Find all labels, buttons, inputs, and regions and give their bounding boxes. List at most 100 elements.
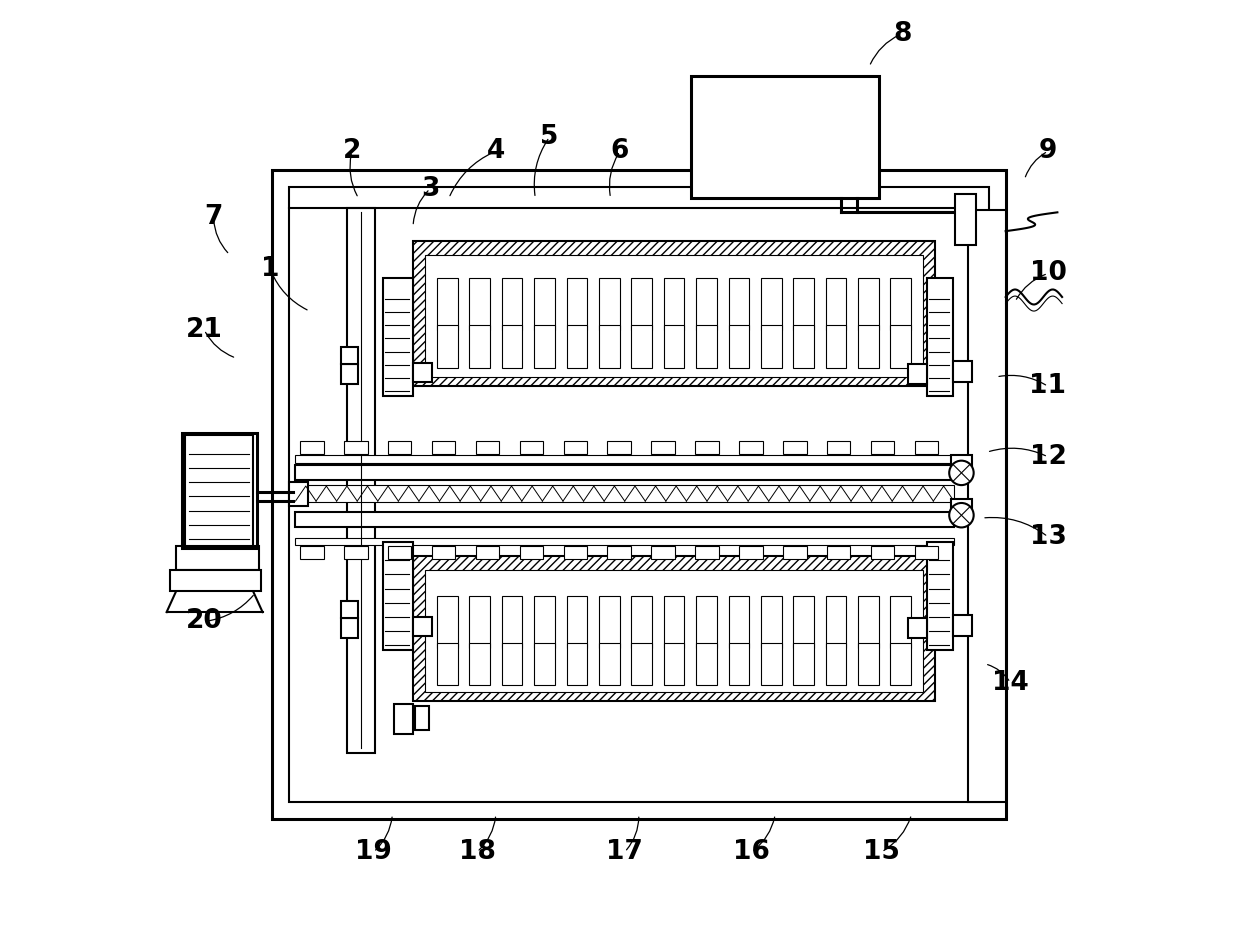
Bar bbox=[599, 278, 620, 330]
Bar bbox=[476, 546, 500, 560]
Bar bbox=[729, 325, 749, 367]
Bar bbox=[289, 482, 308, 506]
Bar bbox=[794, 596, 813, 648]
Bar bbox=[608, 546, 631, 560]
Bar bbox=[663, 325, 684, 367]
Bar bbox=[826, 325, 847, 367]
Bar bbox=[926, 542, 954, 650]
Bar bbox=[436, 278, 458, 330]
Bar bbox=[502, 325, 522, 367]
Bar bbox=[954, 361, 972, 382]
Bar bbox=[186, 435, 253, 546]
Bar bbox=[890, 278, 911, 330]
Bar bbox=[436, 596, 458, 648]
Bar bbox=[651, 546, 675, 560]
Bar bbox=[343, 546, 367, 560]
Bar bbox=[341, 618, 357, 639]
Bar bbox=[691, 76, 879, 198]
Bar bbox=[295, 455, 954, 463]
Bar bbox=[502, 643, 522, 686]
Bar bbox=[436, 325, 458, 367]
Bar bbox=[826, 596, 847, 648]
Bar bbox=[696, 325, 717, 367]
Bar bbox=[413, 556, 935, 702]
Bar bbox=[915, 441, 939, 454]
Text: 8: 8 bbox=[893, 21, 911, 46]
Text: 7: 7 bbox=[205, 204, 223, 230]
Bar bbox=[954, 615, 972, 636]
Bar bbox=[599, 325, 620, 367]
Bar bbox=[170, 570, 260, 592]
Bar bbox=[520, 441, 543, 454]
Bar bbox=[470, 596, 490, 648]
Bar bbox=[534, 278, 554, 330]
Bar bbox=[289, 187, 988, 802]
Circle shape bbox=[949, 461, 973, 485]
Bar bbox=[295, 538, 954, 545]
Bar bbox=[761, 643, 781, 686]
Text: 6: 6 bbox=[611, 138, 629, 164]
Bar bbox=[761, 278, 781, 330]
Bar bbox=[470, 325, 490, 367]
Text: 18: 18 bbox=[459, 839, 496, 865]
Bar bbox=[794, 278, 813, 330]
Bar bbox=[915, 546, 939, 560]
Bar bbox=[826, 278, 847, 330]
Bar bbox=[413, 617, 432, 636]
Bar bbox=[739, 546, 763, 560]
Text: 15: 15 bbox=[863, 839, 900, 865]
Bar bbox=[782, 441, 806, 454]
Bar bbox=[696, 278, 717, 330]
Bar bbox=[827, 441, 851, 454]
Bar bbox=[388, 441, 412, 454]
Bar bbox=[827, 546, 851, 560]
Bar bbox=[341, 364, 357, 384]
Text: 2: 2 bbox=[342, 138, 361, 164]
Bar bbox=[343, 441, 367, 454]
Bar bbox=[739, 441, 763, 454]
Bar bbox=[908, 364, 926, 384]
Bar bbox=[295, 465, 954, 480]
Bar bbox=[432, 546, 455, 560]
Bar bbox=[696, 643, 717, 686]
Bar bbox=[176, 546, 259, 570]
Bar bbox=[341, 601, 357, 618]
Bar bbox=[520, 546, 543, 560]
Bar bbox=[599, 643, 620, 686]
Bar bbox=[567, 643, 588, 686]
Bar bbox=[567, 596, 588, 648]
Bar bbox=[794, 643, 813, 686]
Bar bbox=[599, 596, 620, 648]
Bar bbox=[631, 325, 652, 367]
Text: 5: 5 bbox=[541, 124, 559, 150]
Bar bbox=[729, 278, 749, 330]
Bar bbox=[890, 596, 911, 648]
Bar bbox=[567, 325, 588, 367]
Bar bbox=[425, 254, 923, 377]
Bar bbox=[534, 325, 554, 367]
Bar bbox=[858, 325, 879, 367]
Bar bbox=[383, 278, 413, 396]
Bar bbox=[470, 643, 490, 686]
Bar bbox=[858, 643, 879, 686]
Text: 13: 13 bbox=[1029, 524, 1066, 550]
Bar bbox=[890, 643, 911, 686]
Bar bbox=[826, 643, 847, 686]
Bar bbox=[631, 278, 652, 330]
Text: 16: 16 bbox=[733, 839, 770, 865]
Bar bbox=[413, 363, 432, 382]
Bar bbox=[383, 542, 413, 650]
Bar bbox=[729, 596, 749, 648]
Bar bbox=[631, 643, 652, 686]
Bar bbox=[534, 643, 554, 686]
Bar bbox=[858, 596, 879, 648]
Bar bbox=[563, 546, 587, 560]
Bar bbox=[300, 441, 324, 454]
Bar bbox=[295, 512, 954, 528]
Bar bbox=[794, 325, 813, 367]
Text: 1: 1 bbox=[260, 256, 279, 282]
Circle shape bbox=[949, 503, 973, 528]
Text: 19: 19 bbox=[355, 839, 392, 865]
Bar bbox=[295, 485, 954, 502]
Bar bbox=[761, 325, 781, 367]
